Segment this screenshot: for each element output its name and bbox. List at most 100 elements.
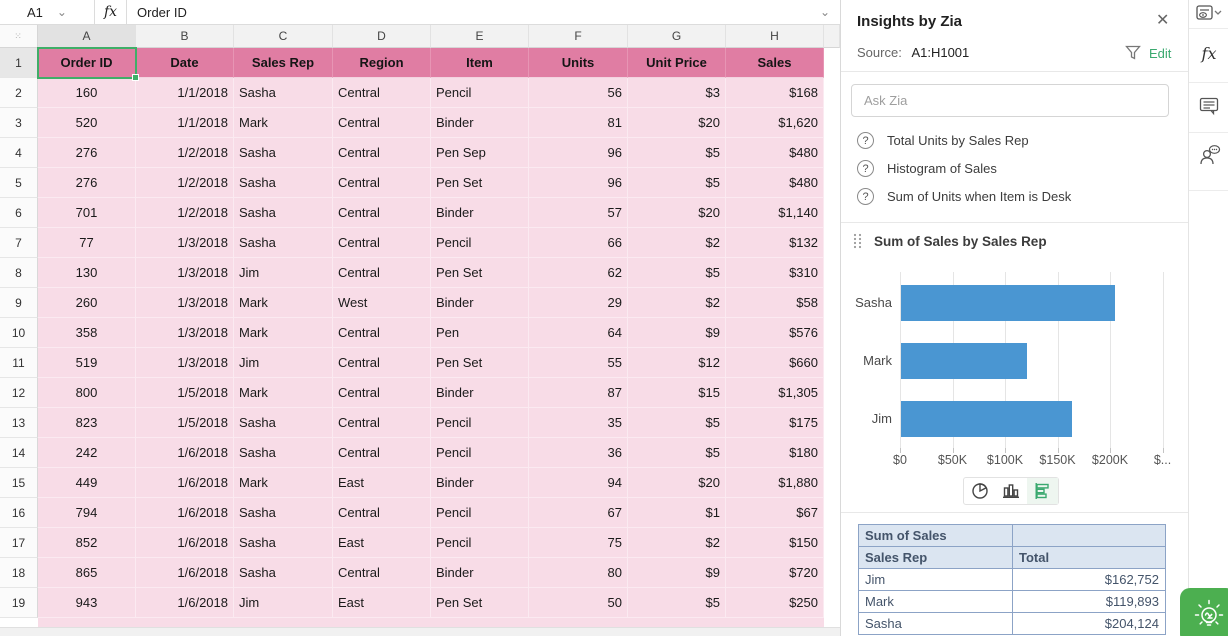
data-cell[interactable]: Sasha [234, 498, 333, 528]
data-cell[interactable]: Mark [234, 378, 333, 408]
data-cell[interactable]: $175 [726, 408, 824, 438]
cell-name-box[interactable]: A1 ⌄ [0, 0, 95, 24]
data-cell[interactable]: $20 [628, 468, 726, 498]
data-cell[interactable]: Pencil [431, 528, 529, 558]
data-cell[interactable]: Mark [234, 288, 333, 318]
data-cell[interactable]: Central [333, 138, 431, 168]
row-header-8[interactable]: 8 [0, 258, 38, 288]
sheet-view-icon[interactable] [1189, 2, 1228, 26]
data-cell[interactable]: $15 [628, 378, 726, 408]
row-header-5[interactable]: 5 [0, 168, 38, 198]
data-cell[interactable]: 449 [38, 468, 136, 498]
data-cell[interactable]: $1,305 [726, 378, 824, 408]
data-cell[interactable]: East [333, 588, 431, 618]
data-cell[interactable]: $2 [628, 528, 726, 558]
data-cell[interactable]: Pen Set [431, 168, 529, 198]
data-cell[interactable]: 852 [38, 528, 136, 558]
column-chart-icon[interactable] [995, 478, 1026, 504]
chart-bar-sasha[interactable] [901, 285, 1115, 321]
data-cell[interactable]: 67 [529, 498, 628, 528]
data-cell[interactable]: 865 [38, 558, 136, 588]
data-cell[interactable]: 794 [38, 498, 136, 528]
data-cell[interactable]: Central [333, 228, 431, 258]
data-cell[interactable]: Jim [234, 348, 333, 378]
data-cell[interactable]: 520 [38, 108, 136, 138]
data-cell[interactable]: $2 [628, 288, 726, 318]
data-cell[interactable]: Pencil [431, 438, 529, 468]
data-cell[interactable]: $67 [726, 498, 824, 528]
data-cell[interactable]: Sasha [234, 228, 333, 258]
data-cell[interactable]: 66 [529, 228, 628, 258]
data-cell[interactable]: 1/1/2018 [136, 108, 234, 138]
data-cell[interactable]: Pen Set [431, 258, 529, 288]
data-cell[interactable]: Central [333, 558, 431, 588]
data-cell[interactable]: Central [333, 168, 431, 198]
column-header-C[interactable]: C [234, 25, 333, 48]
data-cell[interactable]: $660 [726, 348, 824, 378]
data-cell[interactable]: $5 [628, 138, 726, 168]
data-cell[interactable]: $1,880 [726, 468, 824, 498]
data-cell[interactable]: $9 [628, 318, 726, 348]
data-cell[interactable]: $5 [628, 408, 726, 438]
formula-fx-icon[interactable]: fx [1201, 43, 1217, 63]
row-header-3[interactable]: 3 [0, 108, 38, 138]
data-cell[interactable]: Mark [234, 318, 333, 348]
drag-handle-icon[interactable] [853, 233, 862, 249]
header-cell[interactable]: Sales [726, 48, 824, 78]
data-cell[interactable]: 800 [38, 378, 136, 408]
zia-assistant-button[interactable] [1180, 588, 1228, 636]
data-cell[interactable]: Binder [431, 198, 529, 228]
data-cell[interactable]: Sasha [234, 528, 333, 558]
data-cell[interactable]: 242 [38, 438, 136, 468]
data-cell[interactable]: Pencil [431, 408, 529, 438]
data-cell[interactable]: 358 [38, 318, 136, 348]
data-cell[interactable]: 77 [38, 228, 136, 258]
data-cell[interactable]: Central [333, 408, 431, 438]
data-cell[interactable]: $1,620 [726, 108, 824, 138]
data-cell[interactable]: 29 [529, 288, 628, 318]
data-cell[interactable]: East [333, 468, 431, 498]
data-cell[interactable]: Pen Set [431, 348, 529, 378]
data-cell[interactable]: 1/6/2018 [136, 468, 234, 498]
data-cell[interactable]: 701 [38, 198, 136, 228]
data-cell[interactable]: West [333, 288, 431, 318]
data-cell[interactable]: $2 [628, 228, 726, 258]
data-cell[interactable]: $168 [726, 78, 824, 108]
data-cell[interactable]: Pencil [431, 228, 529, 258]
header-cell[interactable]: Sales Rep [234, 48, 333, 78]
chart-bar-jim[interactable] [901, 401, 1072, 437]
data-cell[interactable]: Pen Set [431, 588, 529, 618]
row-header-13[interactable]: 13 [0, 408, 38, 438]
data-cell[interactable]: 1/1/2018 [136, 78, 234, 108]
data-cell[interactable]: Central [333, 78, 431, 108]
data-cell[interactable]: Central [333, 348, 431, 378]
data-cell[interactable]: 1/6/2018 [136, 498, 234, 528]
data-cell[interactable]: 1/5/2018 [136, 378, 234, 408]
data-cell[interactable]: 56 [529, 78, 628, 108]
data-cell[interactable]: $480 [726, 168, 824, 198]
row-header-18[interactable]: 18 [0, 558, 38, 588]
data-cell[interactable]: 823 [38, 408, 136, 438]
data-cell[interactable]: Jim [234, 588, 333, 618]
data-cell[interactable]: Pen [431, 318, 529, 348]
data-cell[interactable]: 1/6/2018 [136, 558, 234, 588]
data-cell[interactable]: 1/3/2018 [136, 258, 234, 288]
row-header-9[interactable]: 9 [0, 288, 38, 318]
data-cell[interactable]: $5 [628, 588, 726, 618]
close-icon[interactable]: ✕ [1156, 12, 1170, 29]
data-cell[interactable]: 1/6/2018 [136, 528, 234, 558]
data-cell[interactable]: $150 [726, 528, 824, 558]
data-cell[interactable]: Sasha [234, 198, 333, 228]
data-cell[interactable]: Central [333, 438, 431, 468]
row-header-1[interactable]: 1 [0, 48, 38, 78]
data-cell[interactable]: Sasha [234, 138, 333, 168]
data-cell[interactable]: 1/6/2018 [136, 588, 234, 618]
chevron-down-icon[interactable]: ⌄ [56, 5, 67, 19]
comment-icon[interactable] [1189, 94, 1228, 118]
row-header-12[interactable]: 12 [0, 378, 38, 408]
data-cell[interactable]: 80 [529, 558, 628, 588]
data-cell[interactable]: 130 [38, 258, 136, 288]
zia-suggestion[interactable]: ? Histogram of Sales [857, 160, 997, 177]
row-header-10[interactable]: 10 [0, 318, 38, 348]
data-cell[interactable]: 35 [529, 408, 628, 438]
